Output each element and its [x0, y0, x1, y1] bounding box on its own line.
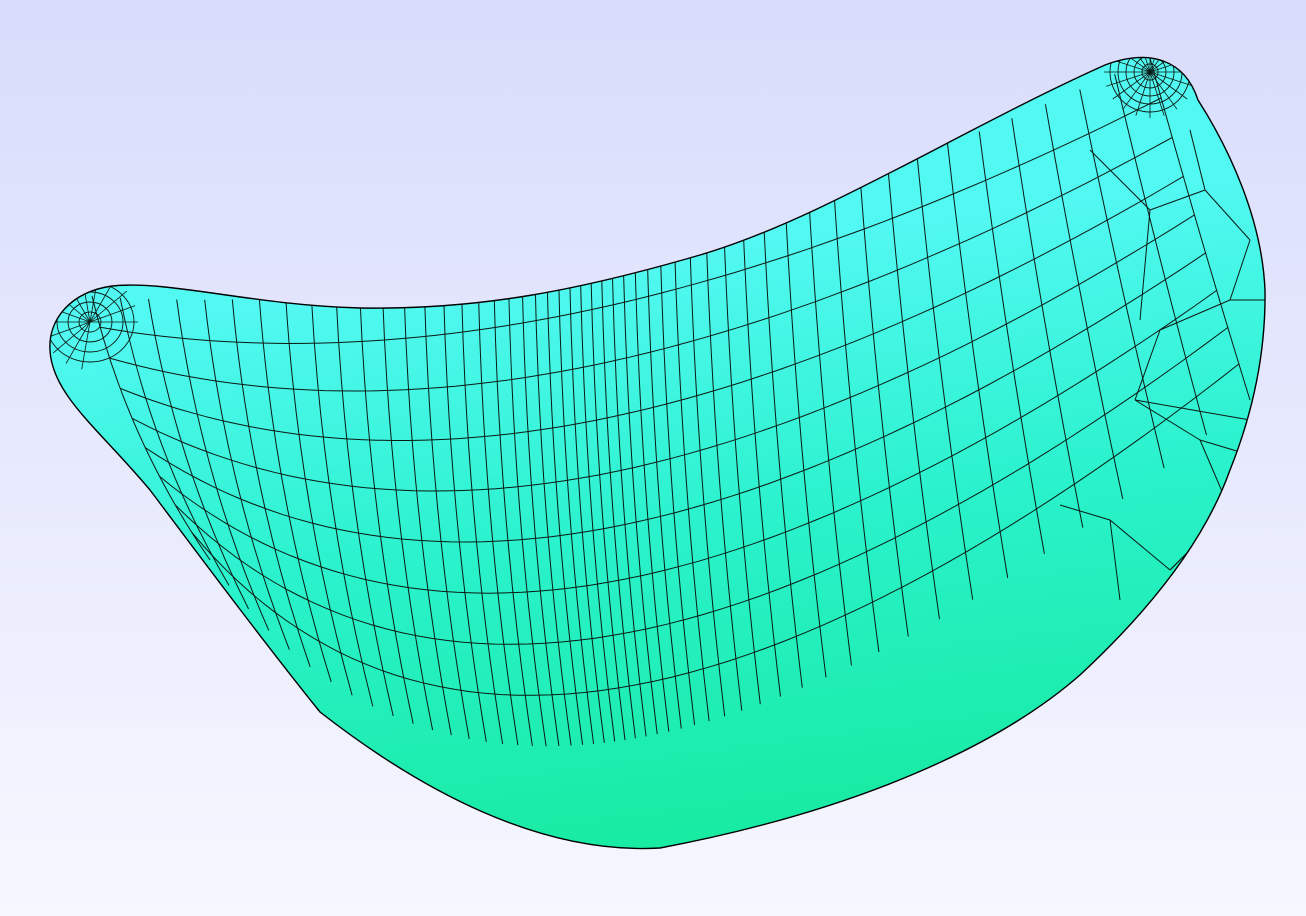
- mesh-edge: [423, 283, 470, 739]
- mesh-edge: [1122, 71, 1151, 110]
- mesh-edge: [1112, 71, 1151, 100]
- mesh-edge: [89, 305, 136, 323]
- mesh-edge: [89, 280, 115, 323]
- mesh-edge: [611, 248, 647, 737]
- mesh-edge: [1122, 57, 1151, 73]
- mesh-edge: [1149, 71, 1178, 110]
- mesh-edge: [859, 175, 909, 637]
- mesh-edge: [359, 291, 414, 724]
- mesh-edge: [1011, 118, 1084, 528]
- mesh-edge: [1149, 57, 1251, 401]
- mesh-edge: [119, 297, 230, 586]
- mesh-edge: [1159, 299, 1231, 331]
- mesh-edge: [1204, 189, 1251, 241]
- mesh-edge: [131, 214, 1195, 492]
- mesh-edge: [534, 265, 572, 746]
- mesh-edge: [403, 286, 452, 736]
- mesh-edge: [52, 321, 91, 354]
- mesh-edge: [285, 297, 353, 696]
- mesh-edge: [507, 270, 547, 747]
- mesh-edge: [634, 243, 670, 732]
- mesh-edge: [477, 275, 519, 746]
- mesh-edge: [91, 295, 211, 561]
- mesh-edge: [1109, 519, 1121, 601]
- mesh-edge: [742, 213, 781, 697]
- mesh-edge: [1229, 239, 1251, 301]
- mesh-edge: [1189, 129, 1206, 191]
- mesh-edge: [521, 267, 560, 747]
- mesh-edge: [762, 207, 803, 688]
- mesh-edge: [1139, 209, 1151, 321]
- mesh-edge: [1044, 104, 1124, 500]
- mesh-edge: [89, 290, 128, 323]
- mesh-edge: [600, 251, 636, 739]
- mesh-edge: [204, 299, 290, 650]
- mesh-edge: [1134, 329, 1161, 401]
- mesh-edge: [1135, 71, 1151, 116]
- mesh-edge: [442, 280, 487, 742]
- mesh-edge: [590, 253, 626, 741]
- mesh-edge: [784, 200, 827, 678]
- mesh-edge: [688, 228, 726, 717]
- mesh-edge: [159, 289, 1217, 594]
- mesh-edge: [460, 278, 504, 744]
- mesh-edge: [176, 299, 270, 631]
- mesh-edge: [335, 293, 394, 717]
- blade-outline: [49, 56, 1266, 850]
- mesh-edge: [833, 184, 880, 653]
- mesh-edge: [493, 272, 533, 746]
- mesh-edge: [546, 262, 584, 745]
- mesh-edge: [1149, 57, 1178, 73]
- tip-refinement-left: [49, 274, 138, 370]
- mesh-edge: [120, 175, 1184, 441]
- mesh-edge: [947, 143, 1009, 579]
- mesh-edge: [310, 295, 374, 707]
- mesh-edge: [916, 155, 974, 600]
- mesh-edge: [49, 321, 91, 339]
- mesh-edge: [808, 193, 852, 666]
- mesh-edge: [1089, 149, 1151, 211]
- mesh-edge: [174, 327, 1229, 645]
- mesh-edge: [1149, 71, 1188, 100]
- mesh-edge: [723, 219, 761, 705]
- mesh-edge: [65, 321, 91, 364]
- mesh-edge: [659, 236, 696, 726]
- mesh-edge: [81, 321, 91, 370]
- mesh-edge: [1135, 57, 1151, 73]
- mesh-edge: [100, 97, 1162, 345]
- mesh-edge: [1149, 71, 1194, 87]
- mesh-edge: [258, 298, 332, 683]
- mesh-edge: [1134, 399, 1251, 421]
- mesh-edge: [381, 288, 434, 731]
- mesh-edge: [144, 252, 1206, 543]
- mesh-edge: [191, 363, 1240, 696]
- mesh-edge: [1149, 71, 1165, 116]
- mesh-edge: [887, 165, 940, 620]
- mesh-edge: [1134, 399, 1201, 441]
- mesh-edge: [231, 299, 311, 668]
- mesh-edge: [673, 232, 710, 722]
- mesh-edge: [1149, 57, 1165, 73]
- mesh-edge: [1106, 71, 1151, 87]
- mesh-edge: [1149, 189, 1206, 211]
- mesh-edge: [1109, 519, 1171, 571]
- mesh-edge: [557, 260, 595, 744]
- mesh-edge: [1079, 89, 1165, 469]
- mesh-edge: [622, 245, 658, 735]
- mesh-edge: [568, 258, 605, 743]
- mesh-edge: [1059, 504, 1111, 521]
- mesh-wireframe: [91, 57, 1251, 747]
- mesh-edge: [646, 239, 682, 729]
- mesh-edge: [148, 298, 250, 610]
- mesh-edge: [978, 131, 1045, 554]
- mesh-model[interactable]: [42, 26, 1266, 850]
- mesh-edge: [1114, 73, 1207, 436]
- mesh-edge: [579, 255, 616, 742]
- mesh-edge: [705, 224, 743, 711]
- mesh-edge: [109, 137, 1173, 392]
